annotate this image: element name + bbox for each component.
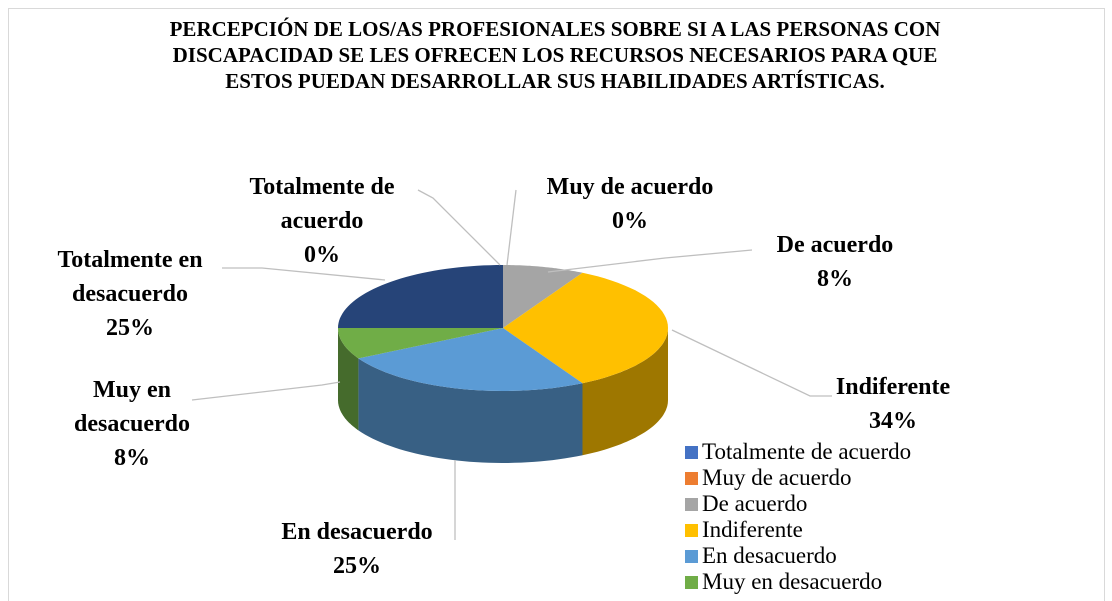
pie-slice (338, 328, 503, 359)
data-label: Muy de acuerdo 0% (500, 170, 760, 238)
data-label: Indiferente 34% (793, 370, 993, 438)
legend-swatch (685, 550, 698, 563)
data-label-name: Muy en desacuerdo (74, 377, 190, 437)
legend-entry: De acuerdo (702, 491, 808, 516)
data-label-value: 34% (869, 408, 917, 434)
legend-entry: Muy de acuerdo (702, 465, 852, 490)
pie-slice (358, 328, 583, 391)
legend-swatch (685, 498, 698, 511)
leader-line (417, 189, 501, 266)
legend-entry: En desacuerdo (702, 543, 837, 568)
data-label-name: Muy de acuerdo (546, 174, 714, 200)
data-label-name: Totalmente de acuerdo (249, 174, 395, 234)
data-label-value: 8% (114, 445, 150, 471)
leader-line (222, 267, 386, 281)
pie-slice (503, 265, 583, 328)
data-label-value: 25% (333, 553, 381, 579)
data-label-name: En desacuerdo (281, 519, 433, 545)
legend-entry: Muy en desacuerdo (702, 569, 883, 594)
leader-line (671, 329, 832, 397)
data-label-value: 25% (106, 315, 154, 341)
data-label-value: 0% (612, 208, 648, 234)
data-label: Totalmente de acuerdo 0% (227, 170, 417, 272)
leader-line (506, 189, 517, 266)
pie-slice-side (358, 358, 583, 463)
data-label-value: 0% (304, 242, 340, 268)
data-label-name: Totalmente en desacuerdo (57, 247, 203, 307)
legend-entry: Indiferente (702, 517, 803, 542)
leader-line (191, 381, 341, 401)
pie-slice-side (338, 328, 359, 431)
chart-title: PERCEPCIÓN DE LOS/AS PROFESIONALES SOBRE… (169, 17, 941, 93)
legend-swatch (685, 446, 698, 459)
data-label: Totalmente en desacuerdo 25% (30, 243, 230, 345)
pie-slice (338, 265, 503, 328)
data-label: Muy en desacuerdo 8% (57, 373, 207, 475)
pie-slice (503, 272, 668, 384)
data-label: De acuerdo 8% (735, 228, 935, 296)
leader-line (547, 249, 753, 273)
legend-entry: Totalmente de acuerdo (702, 439, 912, 464)
legend-swatch (685, 576, 698, 589)
data-label: En desacuerdo 25% (227, 515, 487, 583)
data-label-name: Indiferente (835, 374, 951, 400)
pie-slice-side (582, 328, 668, 456)
chart-border (8, 8, 1105, 601)
legend-swatch (685, 524, 698, 537)
data-label-value: 8% (817, 266, 853, 292)
data-label-name: De acuerdo (776, 232, 894, 258)
legend-swatch (685, 472, 698, 485)
